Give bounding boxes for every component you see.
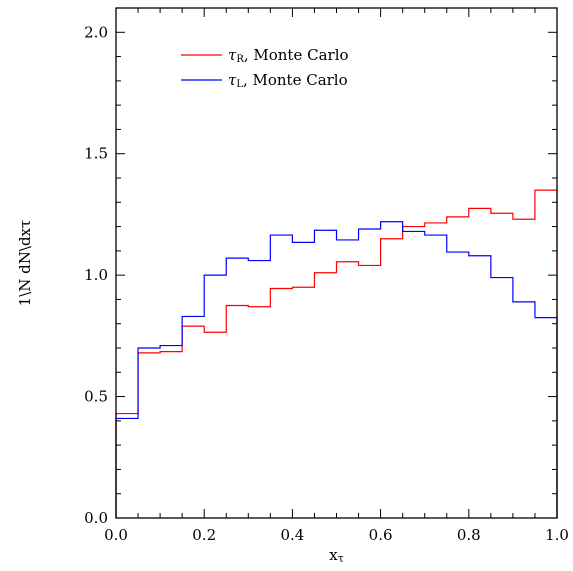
y-tick-label: 2.0 [84,23,108,41]
legend-label-2: τL, Monte Carlo [228,71,348,90]
x-tick-label: 0.0 [104,526,128,544]
x-axis-label: xτ [329,546,344,565]
tick-labels: 0.0 0.2 0.4 0.6 0.8 1.0 0.0 0.5 1.0 1.5 2.0 [84,23,569,544]
x-tick-label: 0.6 [369,526,393,544]
y-tick-label: 0.5 [84,388,108,406]
legend-label-1: τR, Monte Carlo [228,46,349,65]
x-tick-label: 0.2 [192,526,216,544]
x-tick-label: 0.4 [280,526,304,544]
axis-ticks [115,7,558,519]
y-tick-label: 0.0 [84,509,108,527]
y-tick-label: 1.5 [84,145,108,163]
plot-marks [115,189,558,518]
x-axis-label-main: x [329,546,338,564]
x-tick-label: 0.8 [457,526,481,544]
y-tick-label: 1.0 [84,266,108,284]
x-tick-label: 1.0 [545,526,569,544]
x-axis-label-sub: τ [338,552,344,565]
y-axis-label: 1\N dN\dxτ [16,220,34,307]
series-line-2 [115,221,558,518]
legend: τR, Monte Carlo τL, Monte Carlo [181,46,349,90]
